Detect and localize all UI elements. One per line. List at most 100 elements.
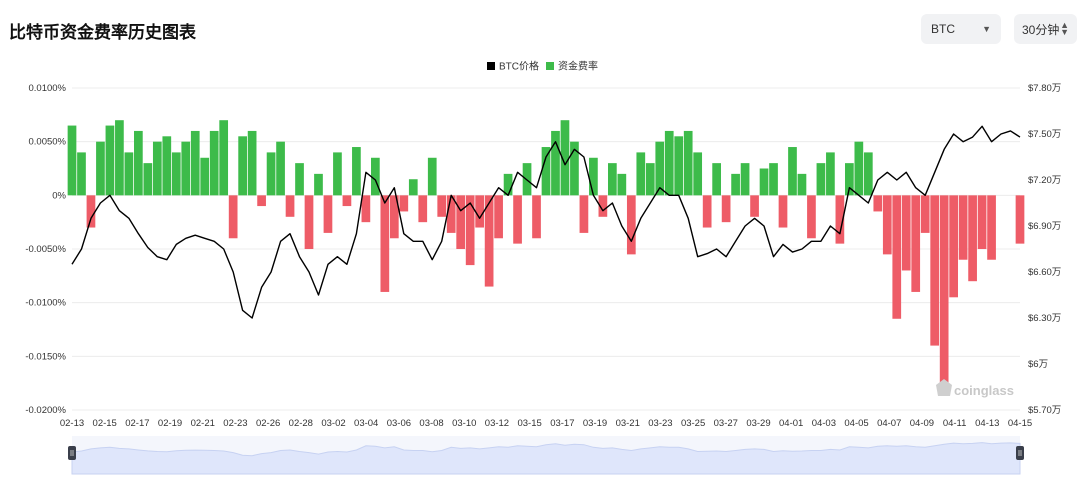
funding-rate-bar <box>788 147 797 196</box>
right-tick-label: $6万 <box>1028 359 1048 370</box>
funding-rate-bar <box>731 173 740 196</box>
funding-rate-bar <box>247 130 257 196</box>
funding-rate-bar <box>826 152 835 196</box>
funding-rate-bar <box>295 163 304 196</box>
funding-rate-bar <box>816 163 826 196</box>
funding-rate-bar <box>446 195 456 233</box>
left-tick-label: -0.0150% <box>25 351 66 362</box>
funding-rate-bar <box>712 163 721 196</box>
x-tick-label: 04-11 <box>943 418 967 429</box>
range-navigator[interactable] <box>68 436 1024 475</box>
symbol-select[interactable]: BTC ▼ <box>921 14 1001 44</box>
funding-rate-bar <box>693 152 703 196</box>
funding-rate-bar <box>285 195 295 217</box>
funding-rate-bar <box>181 141 191 196</box>
x-tick-label: 03-06 <box>387 418 411 429</box>
x-tick-label: 03-29 <box>746 418 770 429</box>
x-tick-label: 02-17 <box>125 418 149 429</box>
funding-rate-bar <box>361 195 371 223</box>
funding-rate-bar <box>702 195 712 228</box>
funding-rate-bar <box>427 157 437 196</box>
x-tick-label: 02-26 <box>256 418 280 429</box>
x-tick-label: 03-15 <box>517 418 541 429</box>
funding-rate-bar <box>115 120 124 196</box>
navigator-handle-left[interactable] <box>68 446 76 460</box>
left-tick-label: -0.0200% <box>25 405 66 416</box>
funding-rate-bar <box>617 173 627 196</box>
funding-rate-bar <box>560 120 570 196</box>
legend-label-price[interactable]: BTC价格 <box>499 60 539 73</box>
left-axis-labels: 0.0100% 0.0050% 0% -0.0050% -0.0100% -0.0150%… <box>25 83 66 416</box>
sort-arrows-icon: ▲ ▼ <box>1060 20 1069 37</box>
funding-rate-bar <box>541 147 551 196</box>
funding-rate-bar <box>323 195 333 233</box>
interval-select[interactable]: 30分钟 ▲ ▼ <box>1014 14 1077 44</box>
funding-rate-bar <box>721 195 731 223</box>
funding-rate-bar <box>503 173 513 196</box>
x-tick-label: 04-15 <box>1008 418 1032 429</box>
x-tick-label: 04-03 <box>812 418 836 429</box>
funding-rate-bar <box>873 195 883 212</box>
coinglass-logo-icon <box>936 379 952 396</box>
x-tick-label: 03-27 <box>714 418 738 429</box>
funding-rate-bar <box>134 130 143 196</box>
funding-rate-bar <box>920 195 930 233</box>
funding-rate-bar <box>96 141 105 196</box>
funding-rate-bar <box>266 152 276 196</box>
legend-swatch-funding <box>546 62 554 70</box>
right-tick-label: $7.20万 <box>1028 175 1061 186</box>
funding-rate-bar <box>475 195 484 228</box>
funding-rate-bar <box>371 157 380 196</box>
funding-rate-bar <box>930 195 940 346</box>
x-tick-label: 03-23 <box>648 418 672 429</box>
funding-rate-bar <box>484 195 494 287</box>
funding-rate-bar <box>352 147 361 196</box>
funding-rate-bar <box>958 195 968 260</box>
funding-rate-bar <box>494 195 503 239</box>
funding-rate-bar <box>636 152 646 196</box>
x-tick-label: 03-10 <box>452 418 476 429</box>
funding-rate-bar <box>674 136 684 196</box>
navigator-area <box>71 442 1021 475</box>
caret-down-icon: ▼ <box>982 24 991 34</box>
x-tick-label: 03-25 <box>681 418 705 429</box>
left-tick-label: -0.0100% <box>25 298 66 309</box>
funding-rate-bar <box>418 195 428 223</box>
funding-rate-bar <box>171 152 181 196</box>
funding-rate-bar <box>209 130 219 196</box>
funding-rate-bar <box>949 195 958 298</box>
btc-price-series <box>71 125 1021 319</box>
funding-rate-bar <box>683 130 693 196</box>
funding-rate-bar <box>152 141 162 196</box>
funding-rate-bar <box>977 195 987 249</box>
funding-rate-bar <box>987 195 996 260</box>
legend-label-funding[interactable]: 资金费率 <box>558 60 598 73</box>
x-tick-label: 02-23 <box>223 418 247 429</box>
funding-rate-bar <box>143 163 153 196</box>
left-tick-label: 0% <box>52 190 66 201</box>
funding-rate-bar <box>939 195 949 384</box>
coinglass-watermark: coinglass <box>936 379 1014 398</box>
funding-rate-bar <box>162 136 172 196</box>
funding-rate-bar <box>797 173 807 196</box>
watermark-text: coinglass <box>954 383 1014 398</box>
symbol-select-value: BTC <box>931 22 955 36</box>
funding-rate-bar <box>626 195 636 255</box>
funding-rate-bar <box>105 125 115 196</box>
funding-rate-bar <box>333 152 342 196</box>
funding-rate-bar <box>200 157 210 196</box>
funding-rate-bar <box>190 130 200 196</box>
x-tick-label: 03-04 <box>354 418 378 429</box>
x-tick-label: 03-19 <box>583 418 607 429</box>
funding-rate-bar <box>570 141 579 196</box>
funding-rate-bar <box>854 141 864 196</box>
right-tick-label: $6.90万 <box>1028 221 1061 232</box>
x-tick-label: 03-21 <box>616 418 640 429</box>
left-tick-label: -0.0050% <box>25 244 66 255</box>
left-tick-label: 0.0100% <box>28 83 66 94</box>
navigator-handle-right[interactable] <box>1016 446 1024 460</box>
funding-rate-bar <box>77 152 86 196</box>
x-tick-label: 02-19 <box>158 418 182 429</box>
funding-rate-bar <box>532 195 541 239</box>
funding-rate-bar <box>219 120 229 196</box>
